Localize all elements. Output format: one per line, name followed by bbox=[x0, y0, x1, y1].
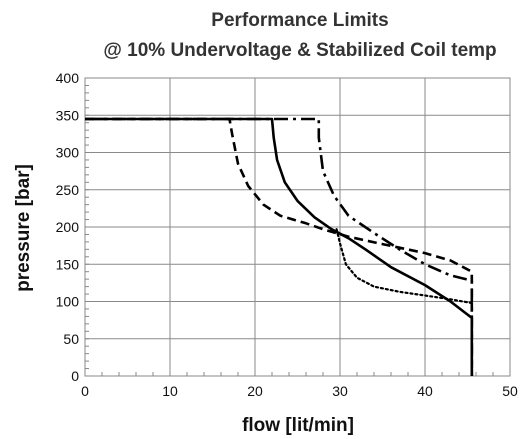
x-tick-label: 30 bbox=[332, 383, 348, 399]
y-tick-label: 400 bbox=[56, 70, 80, 86]
x-tick-label: 0 bbox=[81, 383, 89, 399]
y-tick-label: 200 bbox=[56, 219, 80, 235]
y-tick-label: 350 bbox=[56, 107, 80, 123]
y-tick-label: 300 bbox=[56, 145, 80, 161]
x-axis-label: flow [lit/min] bbox=[242, 415, 354, 436]
y-tick-label: 150 bbox=[56, 256, 80, 272]
y-tick-labels: 0 50 100 150 200 250 300 350 400 bbox=[56, 70, 80, 384]
x-tick-labels: 0 10 20 30 40 50 bbox=[81, 383, 518, 399]
minor-ticks bbox=[84, 77, 511, 377]
y-tick-label: 100 bbox=[56, 294, 80, 310]
series-line-dashdot bbox=[85, 117, 474, 376]
chart-subtitle: @ 10% Undervoltage & Stabilized Coil tem… bbox=[103, 40, 496, 61]
series-group bbox=[85, 117, 474, 376]
grid-lines bbox=[84, 77, 511, 377]
y-tick-label: 250 bbox=[56, 182, 80, 198]
x-tick-label: 10 bbox=[162, 383, 178, 399]
plot-area bbox=[84, 77, 511, 377]
y-tick-label: 50 bbox=[63, 331, 79, 347]
series-line-solid bbox=[85, 117, 474, 376]
x-tick-label: 50 bbox=[502, 383, 518, 399]
x-tick-label: 20 bbox=[247, 383, 263, 399]
chart-title: Performance Limits bbox=[211, 10, 388, 31]
y-axis-label: pressure [bar] bbox=[13, 164, 34, 292]
y-tick-label: 0 bbox=[71, 368, 79, 384]
series-line-dotted bbox=[335, 228, 473, 305]
x-tick-label: 40 bbox=[417, 383, 433, 399]
series-line-dashed bbox=[85, 117, 474, 376]
